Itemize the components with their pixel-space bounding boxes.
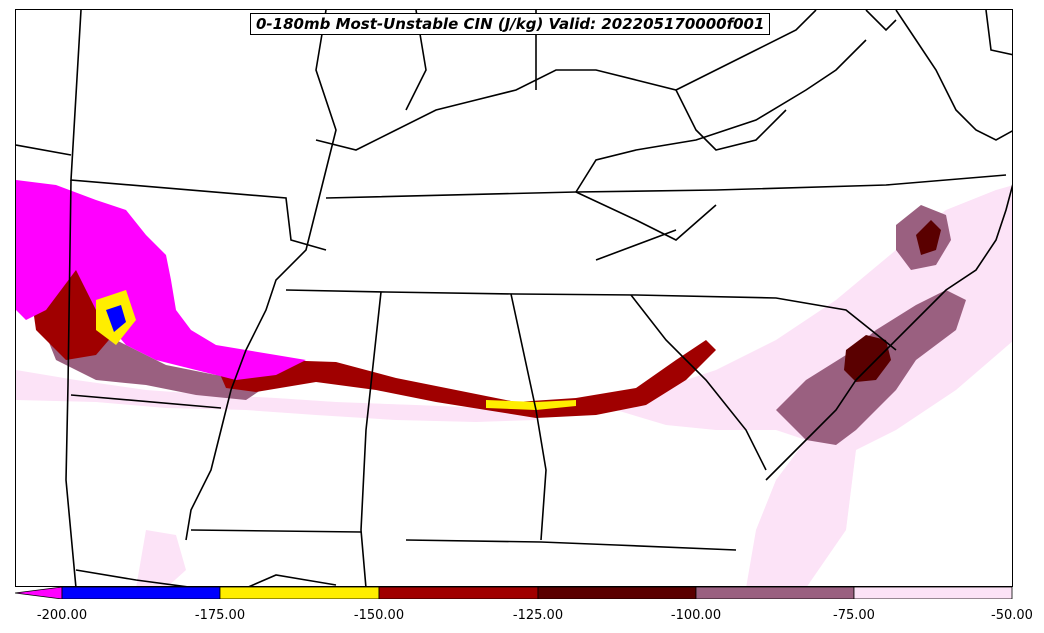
cin-shading — [16, 180, 1012, 586]
cin-region-yellow-band — [486, 400, 576, 410]
colorbar-bin-mauve — [695, 587, 855, 599]
map-panel — [15, 9, 1013, 587]
cin-region-red-band — [216, 340, 716, 418]
colorbar-bin-light-pink — [853, 587, 1013, 599]
colorbar-tick-label: -200.00 — [36, 608, 88, 623]
state-boundaries — [16, 10, 1012, 586]
colorbar-tick-label: -50.00 — [991, 608, 1033, 623]
colorbar-extend-arrow — [15, 587, 63, 599]
colorbar-bin-maroon — [537, 587, 697, 599]
colorbar-tick-label: -75.00 — [833, 608, 875, 623]
colorbar — [15, 587, 1013, 599]
colorbar-tick-label: -150.00 — [353, 608, 405, 623]
colorbar-tick-label: -100.00 — [670, 608, 722, 623]
colorbar-bin-yellow — [219, 587, 380, 599]
colorbar-tick-label: -175.00 — [194, 608, 246, 623]
cin-region-maroon-nc — [844, 335, 891, 382]
colorbar-bin-red — [378, 587, 539, 599]
cin-region-maroon-va — [916, 220, 941, 255]
map-title: 0-180mb Most-Unstable CIN (J/kg) Valid: … — [250, 13, 771, 35]
cin-region-light-west — [16, 370, 536, 422]
cin-region-magenta-west — [16, 180, 306, 380]
cin-map — [16, 10, 1012, 586]
colorbar-bin-blue — [61, 587, 221, 599]
cin-region-light-south — [136, 530, 186, 586]
cin-region-blue-pocket — [106, 305, 126, 332]
colorbar-tick-label: -125.00 — [512, 608, 564, 623]
